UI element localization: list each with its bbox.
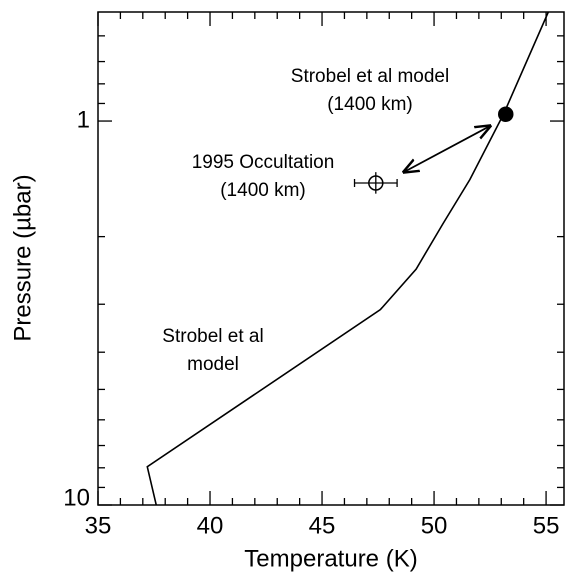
plot-frame (97, 11, 565, 506)
arrow (404, 126, 490, 172)
annotation: Strobel et al model (291, 66, 449, 87)
y-axis-title: Pressure (µbar) (9, 174, 36, 341)
y-tick-label: 1 (77, 106, 90, 133)
y-tick-label: 10 (63, 484, 90, 511)
annotation: Strobel et al (162, 326, 263, 347)
x-tick-label: 40 (197, 512, 224, 539)
annotation: (1400 km) (220, 180, 306, 201)
x-tick-label: 45 (309, 512, 336, 539)
annotation: (1400 km) (327, 94, 413, 115)
x-tick-label: 50 (421, 512, 448, 539)
annotation: 1995 Occultation (192, 152, 335, 173)
x-axis-title: Temperature (K) (244, 545, 417, 572)
x-tick-label: 35 (85, 512, 112, 539)
x-tick-label: 55 (533, 512, 560, 539)
annotation: model (187, 354, 239, 375)
data-point (498, 106, 514, 122)
model-line (146, 12, 550, 505)
data-point (368, 175, 384, 191)
